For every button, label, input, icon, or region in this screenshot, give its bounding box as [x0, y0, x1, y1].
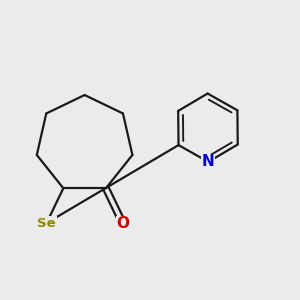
Text: Se: Se [37, 217, 56, 230]
Text: O: O [116, 216, 129, 231]
Text: N: N [202, 154, 215, 169]
